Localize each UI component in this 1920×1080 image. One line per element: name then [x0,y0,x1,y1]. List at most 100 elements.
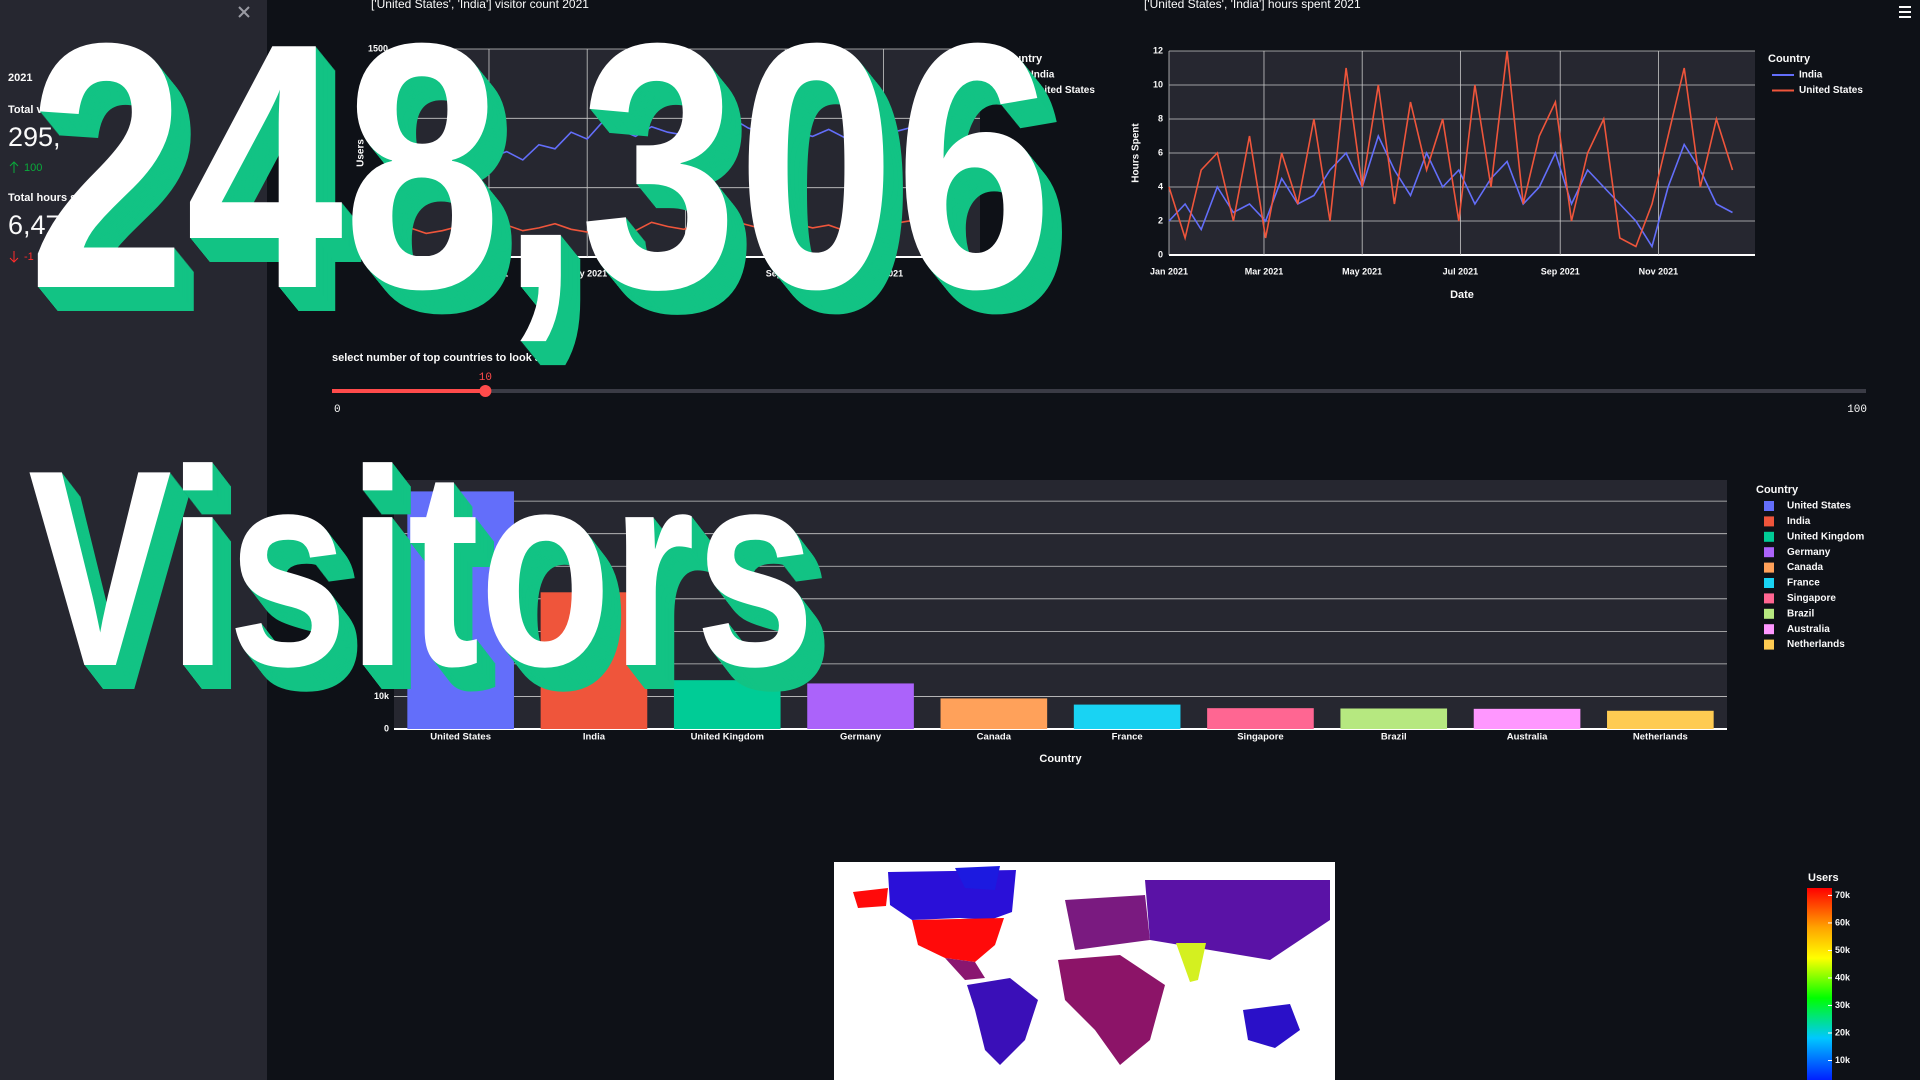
y-tick-label: 0 [384,723,389,733]
legend-swatch [1764,531,1774,542]
overlay-number: 248,306 [28,0,1053,362]
colorbar-tick-label: 20k [1835,1027,1851,1037]
y-tick-label: 10 [1153,79,1163,89]
x-tick-label: Nov 2021 [1639,266,1679,276]
y-tick-label: 0 [1158,249,1163,259]
sidebar [0,0,267,1080]
x-tick-label: Brazil [1381,732,1407,743]
legend-label: Netherlands [1787,639,1845,650]
colorbar-title: Users [1808,872,1839,884]
x-tick-label: May 2021 [567,268,607,278]
y-axis-title: Users [356,139,367,167]
x-tick-label: Sep 2021 [766,268,805,278]
legend-label: United States [1031,85,1095,96]
slider-min: 0 [334,404,341,416]
delta-up-icon [9,161,19,173]
x-axis-title: Date [1450,289,1474,301]
y-axis-title: Hours Spent [1131,123,1142,183]
chart-title: ['United States', 'India'] hours spent 2… [1144,0,1361,11]
y-tick-label: 50k [374,561,390,571]
region-south-america [967,978,1038,1065]
legend-label: India [1787,516,1811,527]
bar [1207,708,1314,729]
legend-label: India [1031,70,1055,81]
bar [1073,704,1181,729]
delta-down-icon [9,251,19,263]
y-tick-label: 10k [374,691,390,701]
slider-value: 10 [479,372,492,384]
y-tick-label: 2 [1158,215,1163,225]
metric-value: 295, [8,122,61,152]
x-tick-label: Jul 2021 [668,268,704,278]
x-tick-label: Australia [1507,732,1548,743]
series-line [393,117,958,186]
legend-swatch [1764,501,1774,511]
series-line [1168,50,1734,248]
y-tick-label: 8 [1158,113,1163,123]
legend-title: Country [1000,53,1043,65]
plot-area [394,49,980,257]
region-usa [912,918,1004,962]
slider-label: select number of top countries to look a… [332,352,548,364]
region-india [1176,943,1206,982]
legend-label: Singapore [1787,593,1836,604]
x-tick-label: Nov 2021 [864,268,904,278]
region-europe [1065,895,1150,950]
x-tick-label: Jan 2021 [375,268,413,278]
legend-swatch [1764,578,1774,588]
y-tick-label: 4 [1158,181,1163,191]
legend-swatch [1764,608,1774,619]
x-tick-label: May 2021 [1342,266,1382,276]
bar [407,491,514,729]
x-tick-label: India [583,732,606,743]
x-tick-label: Mar 2021 [1245,266,1284,276]
legend-label: Germany [1787,547,1831,558]
legend-label: Canada [1787,562,1824,573]
colorbar-tick-label: 60k [1835,917,1851,927]
legend-label: United Kingdom [1787,531,1864,542]
legend-swatch [1764,547,1774,558]
metric-value: 6,47 [8,210,61,240]
legend-label: United States [1787,501,1851,512]
colorbar-tick-label: 50k [1835,945,1851,955]
legend-label: Australia [1787,624,1830,635]
y-tick-label: 12 [1153,45,1163,55]
bar [940,698,1048,729]
slider-thumb[interactable] [479,385,492,397]
year-select[interactable]: 2021 [8,72,32,84]
line-chart: 0 500 1000 1500 Jan 2021 Mar 2021 May 2021 Jul … [356,0,1096,303]
region-alaska [853,888,888,908]
y-tick-label: 40k [374,593,390,603]
y-tick-label: 0 [383,251,388,261]
colorbar-tick-label: 30k [1835,1000,1851,1010]
y-tick-label: 70k [374,496,390,506]
x-tick-label: Jul 2021 [1443,266,1479,276]
legend-swatch [1764,593,1774,604]
x-tick-label: France [1112,732,1143,743]
colorbar-tick-label: 10k [1835,1055,1851,1065]
bar [540,592,648,729]
y-tick-label: 6 [1158,147,1163,157]
region-australia [1243,1004,1300,1048]
x-axis-title: Country [1039,753,1082,765]
legend-swatch [1764,516,1774,527]
close-button[interactable] [238,6,250,18]
legend-swatch [1764,639,1774,650]
x-tick-label: Singapore [1237,732,1283,743]
bar [1473,708,1581,729]
x-axis-title: Date [675,291,699,303]
bar [673,680,781,729]
colorbar-tick-label: 70k [1835,890,1851,900]
y-tick-label: 30k [374,626,390,636]
x-tick-label: United States [430,732,491,743]
legend-label: United States [1799,85,1863,96]
colorbar-tick-label: 40k [1835,972,1851,982]
y-tick-label: 500 [373,182,388,192]
menu-button[interactable] [1899,6,1911,18]
choropleth-map: Users 10k 20k 30k 40k 50k 60k 70k [834,862,1851,1080]
metric-delta: -1 [24,251,34,263]
overlay-word: Visitors [28,413,815,725]
chart-title: ['United States', 'India'] visitor count… [371,0,589,11]
x-tick-label: Sep 2021 [1541,266,1580,276]
